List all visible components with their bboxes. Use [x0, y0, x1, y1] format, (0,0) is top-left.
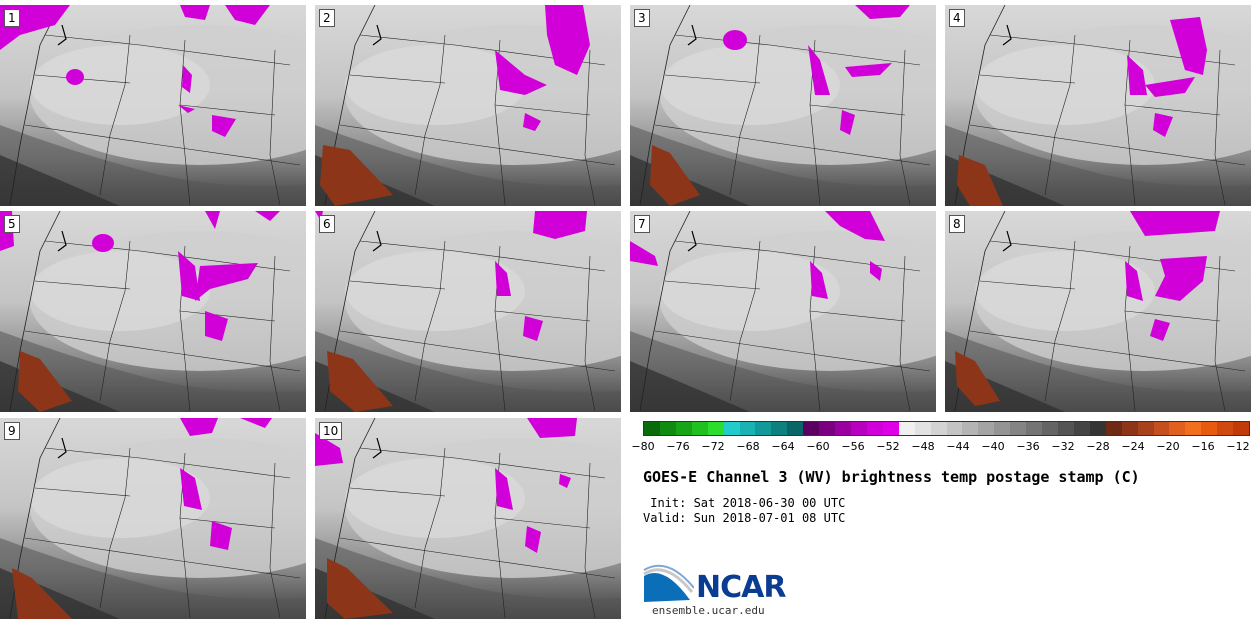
- ensemble-panel-6: 6: [315, 211, 621, 412]
- ncar-swoosh-icon: [643, 564, 695, 602]
- colorbar-tick-label: −20: [1156, 440, 1180, 453]
- logo-url: ensemble.ucar.edu: [652, 604, 765, 617]
- colorbar-segment: [755, 422, 772, 435]
- colorbar-tick-label: −52: [876, 440, 900, 453]
- ensemble-panel-3: 3: [630, 5, 936, 206]
- panel-map: [630, 211, 936, 412]
- colorbar-segment: [1073, 422, 1090, 435]
- colorbar-tick-label: −16: [1191, 440, 1215, 453]
- run-times: Init: Sat 2018-06-30 00 UTC Valid: Sun 2…: [643, 496, 845, 526]
- colorbar-segment: [739, 422, 756, 435]
- panel-number: 1: [4, 9, 20, 27]
- colorbar-segment: [1153, 422, 1170, 435]
- colorbar-segment: [994, 422, 1011, 435]
- colorbar-tick-label: −76: [666, 440, 690, 453]
- ensemble-panel-7: 7: [630, 211, 936, 412]
- colorbar-segment: [1169, 422, 1186, 435]
- colorbar-segment: [850, 422, 867, 435]
- ensemble-panel-5: 5: [0, 211, 306, 412]
- colorbar-tick-label: −56: [841, 440, 865, 453]
- panel-number: 6: [319, 215, 335, 233]
- colorbar-segment: [1121, 422, 1138, 435]
- ensemble-panel-4: 4: [945, 5, 1251, 206]
- colorbar: [643, 421, 1250, 436]
- colorbar-tick-label: −40: [981, 440, 1005, 453]
- colorbar-segment: [1201, 422, 1218, 435]
- colorbar-segment: [707, 422, 724, 435]
- colorbar-segment: [1233, 422, 1250, 435]
- init-time: Init: Sat 2018-06-30 00 UTC: [643, 496, 846, 510]
- colorbar-segment: [803, 422, 820, 435]
- colorbar-segment: [1042, 422, 1058, 435]
- colorbar-segment: [914, 422, 931, 435]
- panel-number: 2: [319, 9, 335, 27]
- colorbar-segment: [946, 422, 963, 435]
- colorbar-tick-label: −12: [1226, 440, 1250, 453]
- colorbar-segment: [1217, 422, 1234, 435]
- colorbar-segment: [882, 422, 899, 435]
- colorbar-segment: [930, 422, 947, 435]
- colorbar-tick-label: −44: [946, 440, 970, 453]
- colorbar-segment: [1089, 422, 1106, 435]
- colorbar-segment: [819, 422, 836, 435]
- colorbar-tick-label: −28: [1086, 440, 1110, 453]
- colorbar-segment: [962, 422, 979, 435]
- ncar-logo: NCAR ensemble.ucar.edu: [642, 562, 802, 618]
- colorbar-segment: [691, 422, 708, 435]
- logo-name: NCAR: [696, 570, 786, 605]
- ensemble-panel-9: 9: [0, 418, 306, 619]
- colorbar-segment: [1026, 422, 1043, 435]
- panel-number: 4: [949, 9, 965, 27]
- colorbar-segment: [898, 422, 915, 435]
- colorbar-segment: [771, 422, 788, 435]
- colorbar-segment: [787, 422, 804, 435]
- colorbar-tick-label: −80: [631, 440, 655, 453]
- panel-number: 10: [319, 422, 343, 440]
- panel-number: 3: [634, 9, 650, 27]
- colorbar-segment: [835, 422, 851, 435]
- colorbar-segment: [659, 422, 676, 435]
- colorbar-tick-label: −72: [701, 440, 725, 453]
- panel-map: [0, 418, 306, 619]
- colorbar-tick-label: −64: [771, 440, 795, 453]
- panel-map: [0, 211, 306, 412]
- colorbar-segment: [723, 422, 740, 435]
- colorbar-segment: [1010, 422, 1027, 435]
- colorbar-tick-label: −36: [1016, 440, 1040, 453]
- panel-map: [0, 5, 306, 206]
- colorbar-tick-label: −60: [806, 440, 830, 453]
- panel-map: [315, 418, 621, 619]
- map-title: GOES-E Channel 3 (WV) brightness temp po…: [643, 468, 1140, 486]
- colorbar-tick-label: −68: [736, 440, 760, 453]
- colorbar-segment: [1137, 422, 1154, 435]
- valid-time: Valid: Sun 2018-07-01 08 UTC: [643, 511, 846, 525]
- ensemble-panel-8: 8: [945, 211, 1251, 412]
- colorbar-segment: [1057, 422, 1074, 435]
- colorbar-tick-label: −48: [911, 440, 935, 453]
- panel-map: [945, 211, 1251, 412]
- colorbar-segment: [644, 422, 660, 435]
- colorbar-tick-label: −32: [1051, 440, 1075, 453]
- colorbar-segment: [866, 422, 883, 435]
- colorbar-segment: [1185, 422, 1202, 435]
- panel-map: [315, 5, 621, 206]
- panel-number: 9: [4, 422, 20, 440]
- panel-number: 7: [634, 215, 650, 233]
- panel-map: [630, 5, 936, 206]
- colorbar-tick-label: −24: [1121, 440, 1145, 453]
- panel-number: 5: [4, 215, 20, 233]
- colorbar-segment: [978, 422, 995, 435]
- colorbar-segment: [1105, 422, 1122, 435]
- colorbar-ticks: −80 −76 −72 −68 −64 −60 −56 −52 −48 −44 −40 −36 −32−…: [631, 440, 1250, 456]
- ensemble-panel-1: 1: [0, 5, 306, 206]
- panel-number: 8: [949, 215, 965, 233]
- ensemble-panel-2: 2: [315, 5, 621, 206]
- panel-map: [315, 211, 621, 412]
- panel-map: [945, 5, 1251, 206]
- ensemble-panel-10: 10: [315, 418, 621, 619]
- colorbar-segment: [675, 422, 692, 435]
